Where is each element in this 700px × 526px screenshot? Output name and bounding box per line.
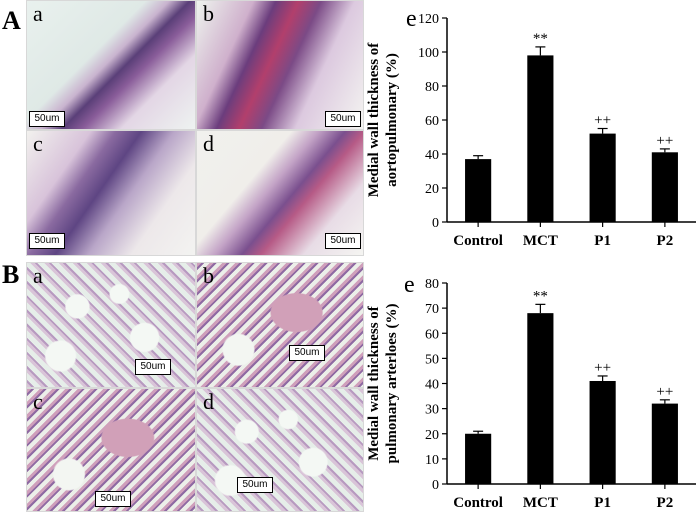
micrograph-sublabel: c [33,389,43,414]
significance-marker: ** [533,31,548,47]
scale-bar-label: 50um [237,477,273,493]
micrograph-sublabel: d [203,389,214,414]
bar [527,55,554,223]
y-tick-label: 10 [425,453,439,468]
x-tick-label: P2 [657,233,674,249]
y-axis-label: Medial wall thickness of aortopulmonary (… [366,42,400,198]
x-tick-label: Control [453,495,503,511]
y-axis-label-line2: pulmonary arterloes (%) [384,304,400,464]
significance-marker: ** [533,288,548,304]
bar [465,159,492,222]
micrograph-sublabel: d [203,131,214,156]
chart-panel-label: e [404,272,415,298]
bar-chart-aortopulmonary: e Medial wall thickness of aortopulmonary … [364,0,700,258]
micrograph-A-d: d 50um [196,130,364,256]
y-tick-label: 20 [425,182,439,197]
panel-label-A: A [2,6,21,35]
significance-marker: ++ [594,113,611,129]
scale-bar-label: 50um [289,345,325,361]
scale-bar-label: 50um [325,111,361,127]
significance-marker: ++ [594,360,611,376]
y-tick-label: 80 [425,80,439,95]
micrograph-B-b: b 50um [196,262,364,388]
significance-marker: ++ [656,133,673,149]
y-tick-label: 20 [425,428,439,443]
bar [651,152,678,222]
micrograph-sublabel: b [203,1,214,26]
micrograph-A-c: c 50um [26,130,196,256]
micrograph-sublabel: b [203,263,214,288]
y-axis-label-line1: Medial wall thickness of [366,42,382,198]
chart-panel-label: e [406,6,417,32]
micrograph-B-d: d 50um [196,388,364,512]
micrograph-sublabel: c [33,131,43,156]
x-tick-label: Control [453,233,503,249]
scale-bar-label: 50um [29,111,65,127]
micrograph-A-b: b 50um [196,0,364,130]
y-axis-label-line2: aortopulmonary (%) [384,53,400,187]
significance-marker: ++ [656,384,673,400]
y-axis-label-line1: Medial wall thickness of [366,305,382,461]
x-tick-label: P2 [657,495,674,511]
scale-bar-label: 50um [135,359,171,375]
micrograph-B-a: a 50um [26,262,196,388]
bar [589,133,616,222]
y-tick-label: 0 [432,478,439,493]
x-tick-label: P1 [594,495,611,511]
y-tick-label: 80 [425,277,439,292]
y-tick-label: 60 [425,327,439,342]
micrograph-sublabel: a [33,263,43,288]
panel-label-B: B [2,260,20,289]
scale-bar-label: 50um [95,491,131,507]
bar [651,403,678,484]
bar [527,313,554,484]
micrograph-sublabel: a [33,1,43,26]
y-tick-label: 30 [425,403,439,418]
y-tick-label: 70 [425,302,439,317]
scale-bar-label: 50um [29,233,65,249]
y-tick-label: 40 [425,148,439,163]
bar [589,380,616,484]
micrograph-A-a: a 50um [26,0,196,130]
x-tick-label: MCT [523,233,558,249]
x-tick-label: MCT [523,495,558,511]
bar [465,433,492,484]
y-tick-label: 0 [432,216,439,231]
micrograph-B-c: c 50um [26,388,196,512]
scale-bar-label: 50um [325,233,361,249]
y-tick-label: 120 [418,12,439,27]
y-tick-label: 100 [418,46,439,61]
y-axis-label: Medial wall thickness of pulmonary arterl… [366,304,400,464]
x-tick-label: P1 [594,233,611,249]
y-tick-label: 50 [425,352,439,367]
y-tick-label: 60 [425,114,439,129]
bar-chart-pulmonary-arterioles: e Medial wall thickness of pulmonary arter… [364,260,700,521]
y-tick-label: 40 [425,378,439,393]
